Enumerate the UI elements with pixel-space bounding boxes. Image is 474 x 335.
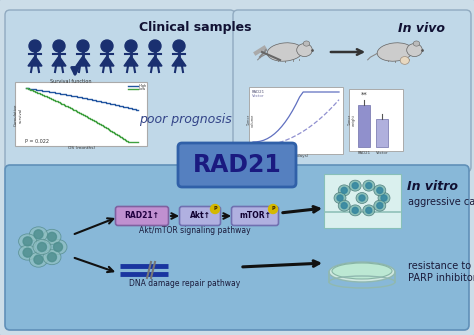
Ellipse shape [43, 229, 61, 244]
Ellipse shape [33, 240, 51, 255]
Polygon shape [172, 56, 186, 66]
Text: RAD21: RAD21 [192, 153, 282, 177]
Text: DNA damage repair pathway: DNA damage repair pathway [129, 279, 241, 288]
Text: RAD21: RAD21 [252, 90, 265, 94]
Text: High: High [139, 84, 147, 88]
FancyBboxPatch shape [249, 87, 343, 154]
FancyBboxPatch shape [324, 174, 401, 228]
Ellipse shape [43, 250, 61, 265]
Circle shape [341, 187, 347, 193]
Text: In vivo: In vivo [398, 21, 445, 35]
Text: poor prognosis: poor prognosis [138, 114, 231, 127]
Ellipse shape [374, 200, 386, 211]
Ellipse shape [303, 41, 310, 46]
Circle shape [77, 40, 89, 52]
Circle shape [54, 243, 63, 252]
Bar [358, 105, 370, 147]
Circle shape [377, 203, 383, 209]
Text: RAD21: RAD21 [357, 151, 371, 155]
Ellipse shape [332, 263, 392, 279]
Circle shape [337, 195, 343, 201]
Polygon shape [52, 56, 66, 66]
Ellipse shape [349, 205, 361, 216]
Ellipse shape [356, 193, 368, 203]
Ellipse shape [338, 200, 350, 211]
Text: RAD21↑: RAD21↑ [125, 211, 159, 220]
Text: Tumor
weight: Tumor weight [348, 114, 356, 126]
Text: Vector: Vector [252, 94, 264, 98]
Circle shape [173, 40, 185, 52]
Circle shape [359, 195, 365, 201]
Text: P: P [213, 206, 217, 211]
Circle shape [125, 40, 137, 52]
Ellipse shape [338, 185, 350, 196]
Text: Vector: Vector [376, 151, 388, 155]
Ellipse shape [374, 185, 386, 196]
Polygon shape [76, 56, 90, 66]
Ellipse shape [413, 41, 419, 46]
Text: Akt/mTOR signaling pathway: Akt/mTOR signaling pathway [139, 226, 251, 235]
Circle shape [377, 187, 383, 193]
Polygon shape [148, 56, 162, 66]
Circle shape [149, 40, 161, 52]
Circle shape [352, 183, 358, 189]
Ellipse shape [29, 227, 47, 242]
Circle shape [101, 40, 113, 52]
Polygon shape [28, 56, 42, 66]
Text: P: P [271, 206, 275, 211]
FancyBboxPatch shape [180, 206, 220, 225]
Ellipse shape [329, 262, 395, 282]
Text: OS (months): OS (months) [68, 146, 96, 150]
Circle shape [37, 243, 46, 252]
Circle shape [47, 232, 56, 241]
Text: aggressive cancer: aggressive cancer [408, 197, 474, 207]
Text: mTOR↑: mTOR↑ [239, 211, 271, 220]
FancyBboxPatch shape [116, 206, 168, 225]
Ellipse shape [363, 180, 375, 191]
Circle shape [210, 204, 219, 213]
Ellipse shape [18, 245, 36, 260]
Circle shape [341, 203, 347, 209]
Text: In vitro: In vitro [407, 180, 458, 193]
Ellipse shape [349, 180, 361, 191]
FancyBboxPatch shape [233, 10, 471, 172]
Circle shape [29, 40, 41, 52]
Ellipse shape [400, 57, 410, 64]
FancyBboxPatch shape [178, 143, 296, 187]
Text: Low: Low [139, 87, 146, 91]
Text: resistance to
PARP inhibitors: resistance to PARP inhibitors [408, 261, 474, 283]
Circle shape [366, 207, 372, 213]
Ellipse shape [378, 193, 390, 203]
Bar [376, 119, 388, 147]
Circle shape [23, 248, 32, 257]
Ellipse shape [49, 240, 67, 255]
Ellipse shape [267, 43, 303, 61]
Ellipse shape [18, 234, 36, 249]
Ellipse shape [407, 44, 422, 57]
Text: Akt↑: Akt↑ [190, 211, 210, 220]
Polygon shape [124, 56, 138, 66]
FancyBboxPatch shape [5, 165, 469, 330]
Circle shape [47, 253, 56, 262]
Text: Tumor
volume: Tumor volume [246, 113, 255, 127]
Ellipse shape [29, 252, 47, 267]
FancyBboxPatch shape [349, 89, 403, 151]
Ellipse shape [297, 44, 312, 57]
Circle shape [352, 207, 358, 213]
Circle shape [34, 230, 43, 239]
Circle shape [268, 204, 277, 213]
Circle shape [381, 195, 387, 201]
Text: Time (days): Time (days) [284, 154, 308, 158]
Ellipse shape [377, 43, 413, 61]
Ellipse shape [334, 193, 346, 203]
Circle shape [23, 237, 32, 246]
Ellipse shape [363, 205, 375, 216]
Text: Clinical samples: Clinical samples [139, 21, 251, 35]
Polygon shape [100, 56, 114, 66]
FancyBboxPatch shape [5, 10, 235, 172]
Circle shape [34, 255, 43, 264]
Circle shape [53, 40, 65, 52]
Text: Cumulative
survival: Cumulative survival [14, 104, 22, 126]
Text: P = 0.022: P = 0.022 [25, 139, 49, 144]
